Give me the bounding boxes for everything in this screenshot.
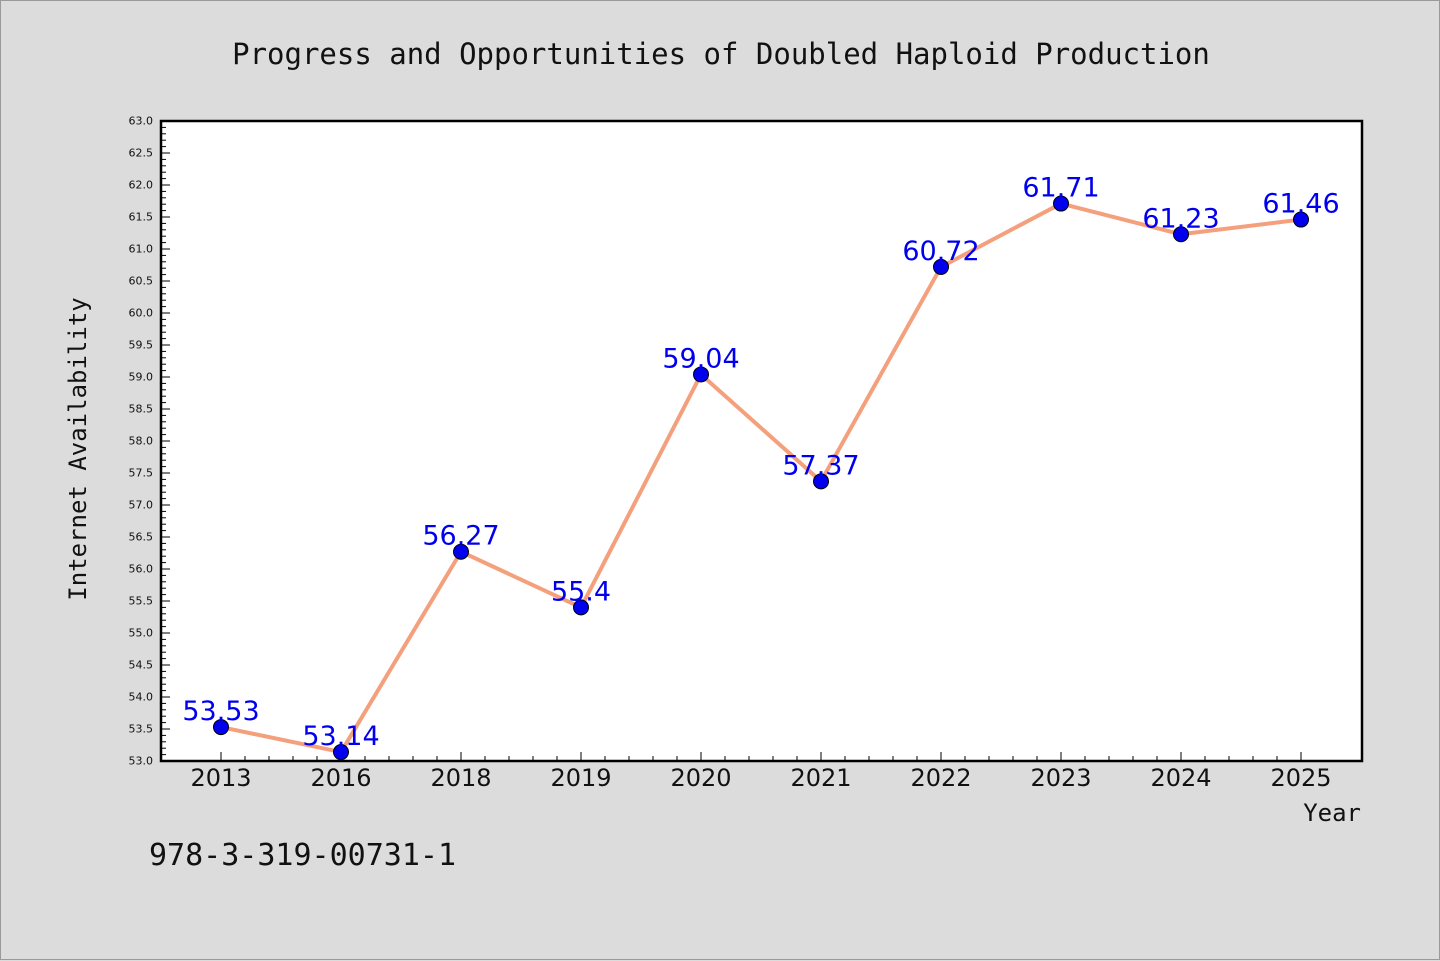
y-tick-label: 63.0 (129, 115, 154, 128)
y-tick-label: 56.5 (129, 531, 154, 544)
x-tick-label: 2019 (550, 764, 611, 792)
data-point (573, 599, 589, 616)
y-tick-label: 60.5 (129, 275, 154, 288)
y-tick-label: 58.0 (129, 435, 154, 448)
x-tick-label: 2018 (430, 764, 491, 792)
data-label: 61.23 (1142, 203, 1219, 234)
x-tick-label: 2021 (790, 764, 851, 792)
y-tick-label: 55.5 (129, 595, 154, 608)
y-axis: 53.0 53.5 54.0 54.5 55.0 55.5 56.0 56.5 57.0 57.5… (129, 115, 170, 768)
data-label: 59.04 (662, 343, 739, 374)
x-tick-label: 2024 (1150, 764, 1211, 792)
y-tick-label: 62.5 (129, 147, 154, 160)
data-label: 61.46 (1262, 189, 1339, 220)
y-tick-label: 53.0 (129, 755, 154, 768)
x-tick-label: 2022 (910, 764, 971, 792)
y-tick-label: 58.5 (129, 403, 154, 416)
data-labels: 53.53 53.14 56.27 55.4 59.04 57.37 60.72 61.71 6… (182, 173, 1339, 752)
y-tick-label: 57.5 (129, 467, 154, 480)
data-point (693, 366, 709, 383)
y-tick-label: 61.5 (129, 211, 154, 224)
y-tick-label: 61.0 (129, 243, 154, 256)
series-line (219, 201, 1303, 755)
data-label: 61.71 (1022, 173, 1099, 204)
y-tick-label: 56.0 (129, 563, 154, 576)
y-tick-label: 55.0 (129, 627, 154, 640)
y-tick-label: 53.5 (129, 723, 154, 736)
data-label: 60.72 (902, 236, 979, 267)
series-markers (213, 195, 1309, 761)
y-tick-label: 59.5 (129, 339, 154, 352)
data-point (813, 473, 829, 490)
data-point (333, 744, 349, 761)
x-tick-label: 2020 (670, 764, 731, 792)
y-axis-label: Internet Availability (64, 297, 92, 600)
y-tick-label: 62.0 (129, 179, 154, 192)
data-label: 53.53 (182, 696, 259, 727)
data-point (1293, 211, 1309, 228)
x-tick-label: 2023 (1030, 764, 1091, 792)
data-point (213, 719, 229, 736)
data-label: 55.4 (551, 576, 611, 607)
chart-title: Progress and Opportunities of Doubled Ha… (232, 37, 1210, 71)
isbn-text: 978-3-319-00731-1 (149, 838, 456, 873)
y-tick-label: 60.0 (129, 307, 154, 320)
y-tick-label: 54.5 (129, 659, 154, 672)
data-point (453, 543, 469, 560)
x-axis-label: Year (1303, 799, 1361, 827)
x-axis: 2013 2016 2018 2019 2020 2021 2022 2023 2024 2025 (190, 752, 1332, 792)
data-label: 53.14 (302, 721, 379, 752)
data-label: 56.27 (422, 521, 499, 552)
x-tick-label: 2013 (190, 764, 251, 792)
data-label: 57.37 (782, 450, 859, 481)
data-point (1053, 195, 1069, 212)
data-point (1173, 226, 1189, 243)
y-tick-label: 54.0 (129, 691, 154, 704)
x-tick-label: 2025 (1270, 764, 1331, 792)
x-tick-label: 2016 (310, 764, 371, 792)
y-tick-label: 57.0 (129, 499, 154, 512)
data-point (933, 258, 949, 275)
y-tick-label: 59.0 (129, 371, 154, 384)
